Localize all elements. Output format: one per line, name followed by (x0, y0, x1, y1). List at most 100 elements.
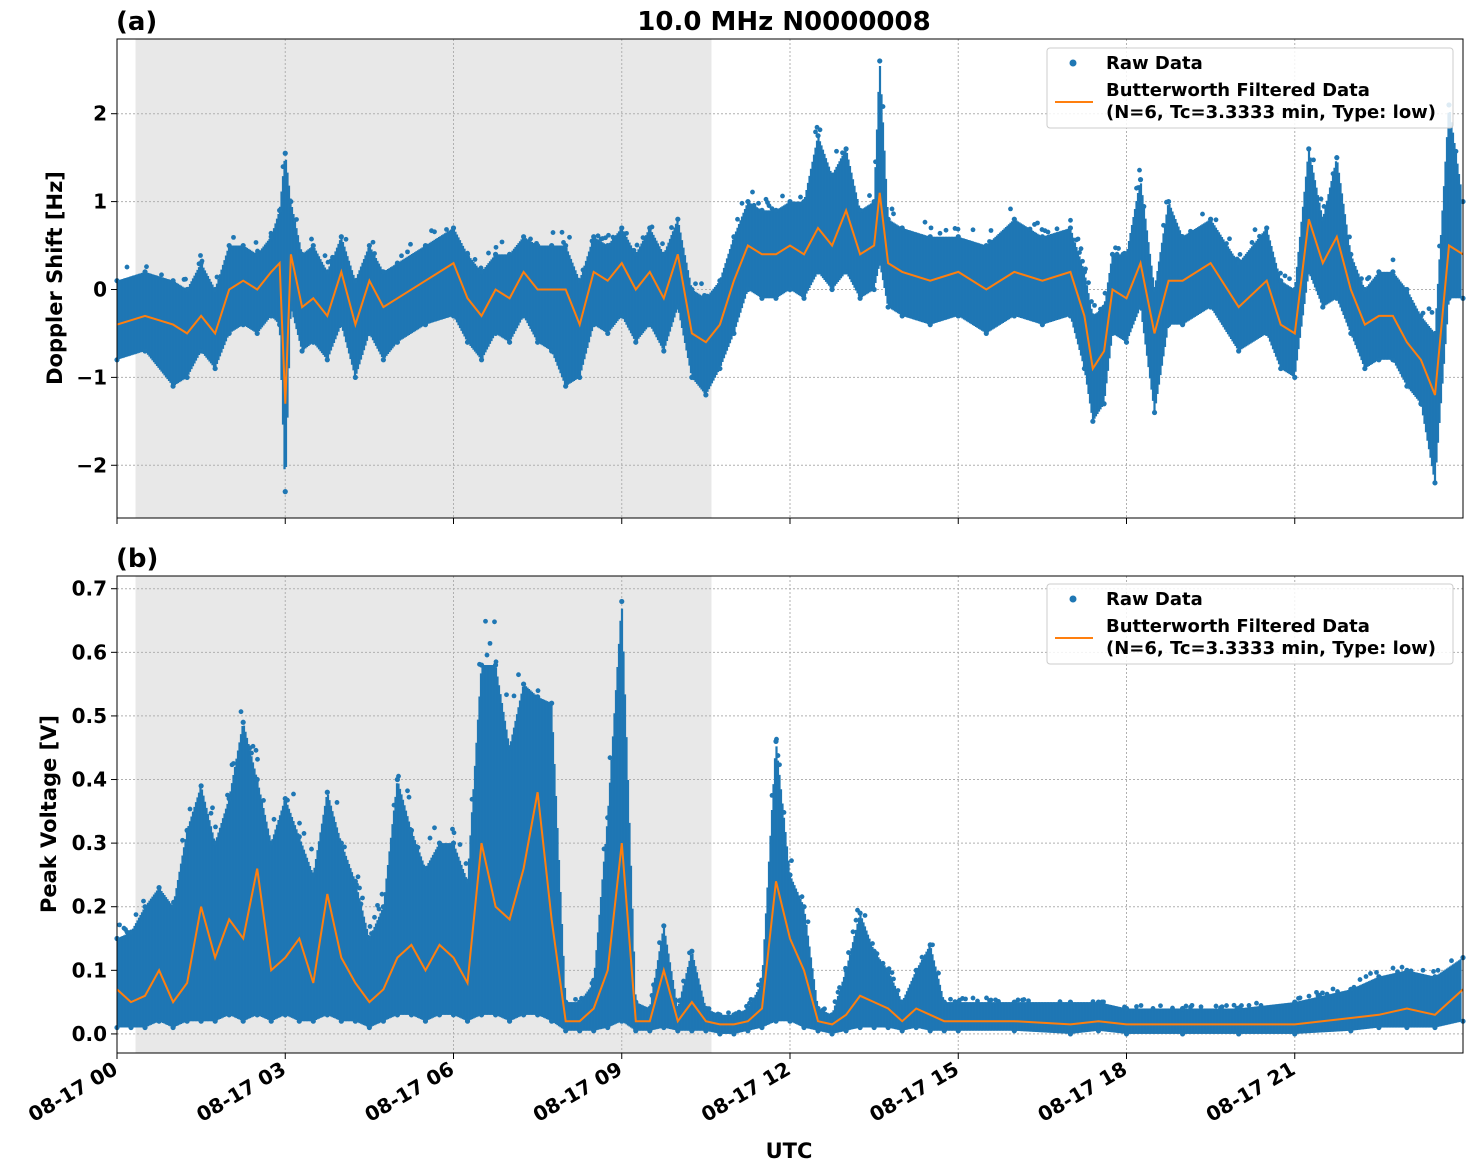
raw-data-point (1376, 974, 1382, 980)
raw-data-point (366, 242, 372, 249)
raw-data-point (661, 923, 667, 929)
y-tick-label: 1 (93, 190, 107, 214)
raw-data-point (1081, 365, 1088, 372)
raw-data-point (375, 902, 380, 908)
raw-data-point (463, 861, 469, 866)
raw-data-point (1090, 418, 1096, 424)
raw-data-point (843, 146, 849, 152)
raw-data-point (963, 996, 968, 1002)
raw-data-point (577, 1028, 583, 1034)
raw-data-point (843, 1028, 849, 1034)
raw-data-point (605, 242, 611, 249)
raw-data-point (745, 286, 751, 293)
raw-data-point (726, 1010, 731, 1016)
y-tick-label: 0.1 (72, 958, 107, 982)
raw-data-point (1366, 275, 1372, 280)
raw-data-point (367, 924, 373, 929)
raw-data-point (226, 242, 232, 249)
raw-data-point (1376, 269, 1382, 275)
raw-data-point (1236, 1005, 1242, 1012)
raw-data-point (343, 236, 349, 242)
raw-data-point (1151, 286, 1158, 293)
raw-data-point (1067, 313, 1074, 319)
raw-data-point (352, 278, 358, 284)
raw-data-point (1432, 330, 1438, 337)
raw-data-point (955, 999, 961, 1005)
raw-data-point (717, 1012, 723, 1018)
raw-data-point (563, 383, 569, 389)
raw-data-point (184, 286, 190, 293)
raw-data-point (492, 330, 499, 337)
raw-data-point (338, 840, 344, 846)
raw-data-point (1080, 258, 1085, 264)
raw-data-point (394, 260, 401, 266)
raw-data-point (1109, 251, 1116, 257)
raw-data-point (1362, 286, 1368, 293)
raw-data-point (238, 709, 244, 715)
raw-data-point (693, 281, 698, 287)
raw-data-point (405, 249, 410, 255)
raw-data-point (703, 392, 709, 398)
raw-data-point (899, 1028, 905, 1034)
raw-data-point (885, 967, 891, 973)
raw-data-point (499, 239, 505, 245)
raw-data-point (324, 1012, 330, 1018)
raw-data-point (922, 219, 928, 225)
raw-data-point (366, 1024, 372, 1031)
raw-data-point (170, 904, 176, 910)
raw-data-point (1297, 995, 1303, 1001)
y-tick-label: 0.0 (72, 1022, 107, 1046)
raw-data-point (1330, 986, 1336, 992)
raw-data-point (226, 796, 232, 802)
y-tick-label: −1 (76, 365, 107, 389)
raw-data-point (1404, 286, 1410, 293)
raw-data-point (1311, 157, 1316, 163)
raw-data-point (1292, 286, 1298, 293)
raw-data-point (484, 652, 490, 658)
raw-data-point (633, 1028, 639, 1034)
x-tick-label: 08-17 18 (1033, 1057, 1131, 1127)
raw-data-point (366, 330, 372, 337)
raw-data-point (521, 1012, 527, 1018)
raw-data-point (619, 1018, 625, 1024)
raw-data-point (210, 805, 215, 811)
raw-data-point (1376, 357, 1382, 363)
raw-data-point (144, 264, 149, 270)
raw-data-point (310, 339, 316, 345)
raw-data-point (299, 251, 305, 257)
raw-data-point (511, 693, 517, 699)
raw-data-point (268, 234, 274, 240)
raw-data-point (394, 339, 401, 345)
raw-data-point (631, 248, 637, 253)
raw-data-point (661, 251, 667, 257)
raw-data-point (1431, 969, 1436, 974)
raw-data-point (231, 234, 236, 240)
raw-data-point (775, 753, 781, 758)
x-tick-label: 08-17 21 (1202, 1057, 1300, 1127)
raw-data-point (198, 783, 204, 789)
raw-data-point (297, 820, 302, 826)
raw-data-point (634, 242, 640, 248)
raw-data-point (647, 1028, 653, 1034)
raw-data-point (1208, 216, 1214, 222)
raw-data-point (928, 225, 934, 231)
raw-data-point (198, 260, 204, 266)
raw-data-point (781, 810, 787, 815)
legend-filtered-label-a: Butterworth Filtered Data (1106, 80, 1370, 101)
raw-data-point (815, 269, 821, 275)
raw-data-point (415, 845, 421, 850)
raw-data-point (357, 885, 362, 891)
raw-data-point (689, 948, 695, 954)
doppler-y-axis-label: Doppler Shift [Hz] (43, 171, 67, 385)
raw-data-point (605, 815, 611, 821)
raw-data-point (506, 1018, 513, 1024)
raw-data-point (549, 242, 555, 249)
raw-data-point (422, 322, 429, 328)
raw-data-point (492, 619, 497, 625)
raw-data-point (780, 193, 785, 199)
raw-data-point (483, 618, 488, 624)
raw-data-point (457, 842, 463, 847)
raw-data-point (1067, 1031, 1074, 1037)
raw-data-point (450, 826, 455, 832)
raw-data-point (789, 858, 794, 864)
